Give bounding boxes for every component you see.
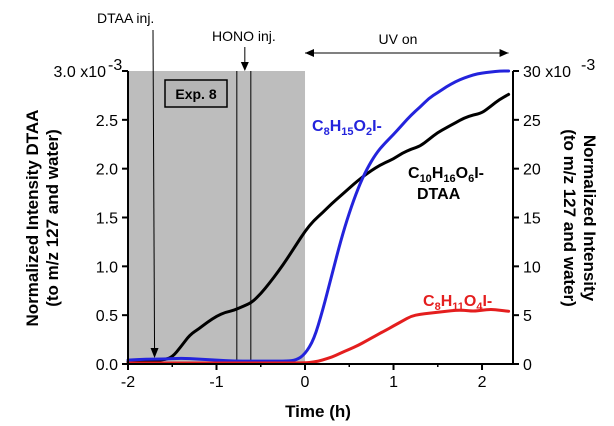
y-axis-left-title-line2: (to m/z 127 and water) bbox=[43, 129, 62, 307]
uv-on-label: UV on bbox=[379, 31, 418, 47]
hono-injection-label: HONO inj. bbox=[212, 28, 276, 44]
hono-injection-arrowhead bbox=[240, 62, 249, 71]
series-line-2 bbox=[126, 308, 511, 365]
x-tick-label: 1 bbox=[389, 374, 398, 391]
y-left-tick-label: 1.5 bbox=[96, 211, 118, 228]
y-axis-right-title-line1: Normalized Intensity bbox=[580, 135, 599, 302]
y-axis-right-title-group: Normalized Intensity (to m/z 127 and wat… bbox=[560, 129, 599, 307]
y-left-tick-label: 2.5 bbox=[96, 113, 118, 130]
x-tick-label: -1 bbox=[209, 374, 223, 391]
x-axis-title: Time (h) bbox=[285, 402, 351, 421]
experiment-label: Exp. 8 bbox=[175, 86, 216, 102]
y-axis-left-title-group: Normalized Intensity DTAA (to m/z 127 an… bbox=[23, 110, 62, 327]
x-tick-label: 0 bbox=[301, 374, 310, 391]
x-tick-label: -2 bbox=[121, 374, 135, 391]
series-label-dtaa: DTAA bbox=[417, 186, 461, 203]
series-label-c10h16o6i: C10H16O6I- bbox=[408, 165, 484, 185]
y-axis-left-title-line1: Normalized Intensity DTAA bbox=[23, 110, 42, 327]
y-right-tick-label: 0 bbox=[523, 357, 532, 374]
y-right-tick-label: 15 bbox=[523, 211, 541, 228]
ticks-layer: -2 -1 0 1 20.00.51.01.52.02.53.0 x10 -3051015… bbox=[54, 57, 596, 391]
y-left-tick-label: 0.5 bbox=[96, 308, 118, 325]
y-right-tick-label: 20 bbox=[523, 162, 541, 179]
y-left-tick-label: 2.0 bbox=[96, 162, 118, 179]
y-left-tick-label: 0.0 bbox=[96, 357, 118, 374]
y-right-tick-label: 10 bbox=[523, 259, 541, 276]
y-left-tick-label: 1.0 bbox=[96, 259, 118, 276]
dtaa-injection-arrow bbox=[152, 29, 156, 351]
uv-on-arrowhead-right bbox=[499, 49, 509, 57]
x-tick-label: 2 bbox=[478, 374, 487, 391]
y-right-tick-label: 25 bbox=[523, 113, 541, 130]
dtaa-injection-arrowhead bbox=[150, 348, 159, 358]
y-left-exponent: -3 bbox=[108, 57, 122, 74]
series-line-0 bbox=[126, 92, 511, 364]
series-label-c8h11o4i: C8H11O4I- bbox=[423, 293, 492, 313]
y-right-tick-label: 30 x10 bbox=[523, 64, 571, 81]
y-right-tick-label: 5 bbox=[523, 308, 532, 325]
experiment-label-box bbox=[164, 79, 228, 108]
series-layer bbox=[126, 69, 511, 365]
y-axis-right-title-line2: (to m/z 127 and water) bbox=[560, 129, 579, 307]
y-left-tick-label: 3.0 x10 bbox=[54, 64, 107, 81]
series-line-1 bbox=[126, 69, 511, 363]
uv-on-arrowhead-left bbox=[305, 49, 315, 57]
dtaa-injection-label: DTAA inj. bbox=[97, 10, 154, 26]
y-right-exponent: -3 bbox=[581, 57, 595, 74]
series-label-c8h15o2i: C8H15O2I- bbox=[312, 118, 382, 138]
